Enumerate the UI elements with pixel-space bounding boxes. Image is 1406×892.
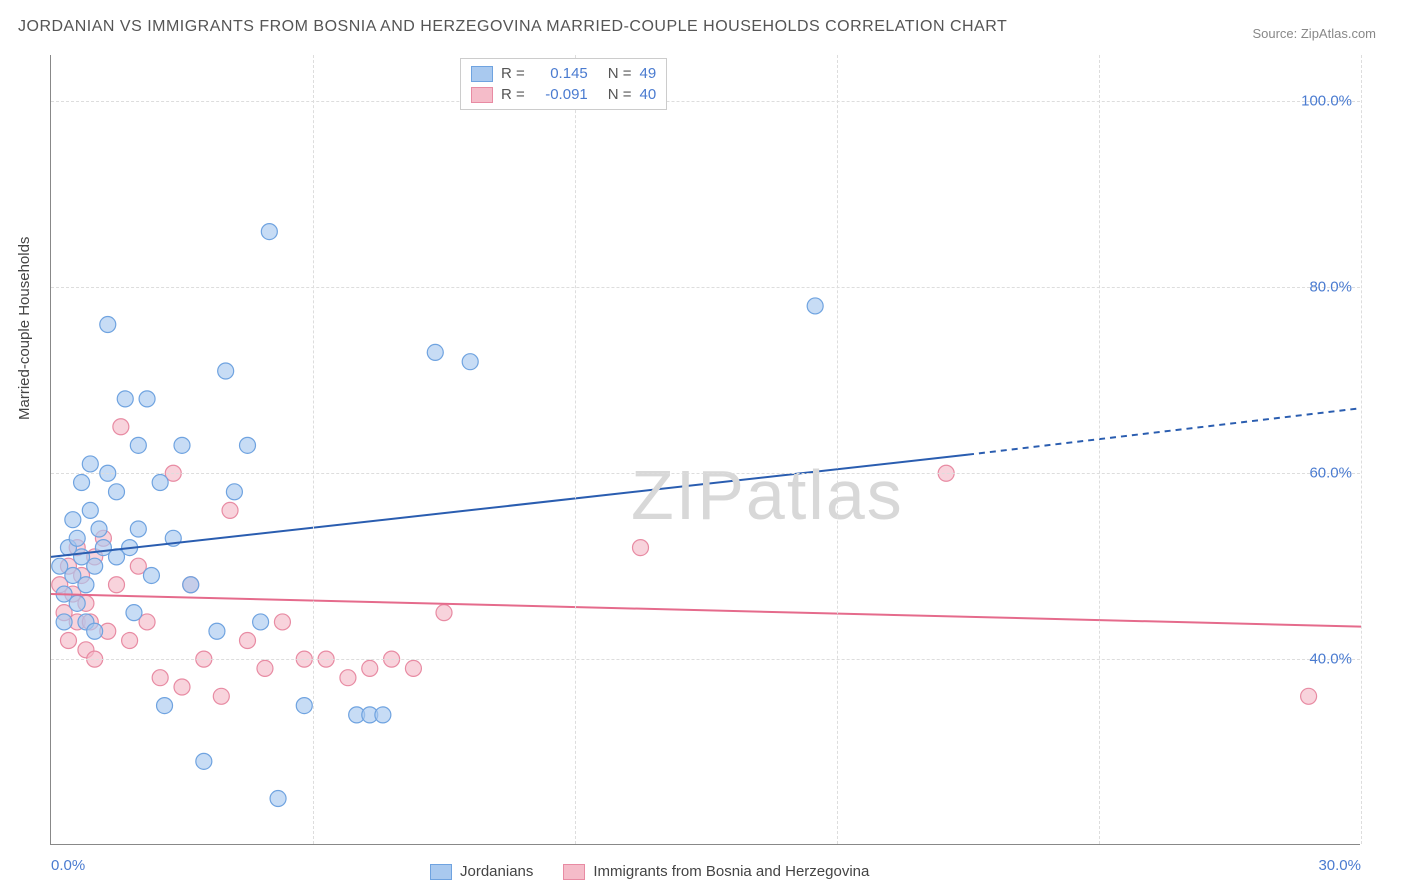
data-point bbox=[362, 660, 378, 676]
data-point bbox=[152, 475, 168, 491]
n-label: N = bbox=[608, 65, 632, 82]
y-axis-label: Married-couple Households bbox=[16, 237, 33, 420]
regression-line-extrapolated bbox=[968, 408, 1361, 454]
regression-line bbox=[51, 594, 1361, 627]
source-attribution: Source: ZipAtlas.com bbox=[1252, 26, 1376, 41]
plot-area: ZIPatlas 40.0%60.0%80.0%100.0%0.0%30.0% bbox=[50, 55, 1360, 845]
data-point bbox=[1301, 688, 1317, 704]
data-point bbox=[183, 577, 199, 593]
data-point bbox=[240, 633, 256, 649]
legend-swatch bbox=[471, 66, 493, 82]
data-point bbox=[196, 753, 212, 769]
data-point bbox=[60, 633, 76, 649]
data-point bbox=[113, 419, 129, 435]
data-point bbox=[74, 475, 90, 491]
data-point bbox=[117, 391, 133, 407]
data-point bbox=[69, 530, 85, 546]
legend-item: Immigrants from Bosnia and Herzegovina bbox=[563, 863, 869, 880]
series-legend: Jordanians Immigrants from Bosnia and Her… bbox=[430, 863, 869, 880]
data-point bbox=[296, 698, 312, 714]
data-point bbox=[209, 623, 225, 639]
y-tick-label: 40.0% bbox=[1309, 651, 1352, 668]
n-value: 49 bbox=[640, 65, 657, 82]
data-point bbox=[152, 670, 168, 686]
data-point bbox=[174, 679, 190, 695]
data-point bbox=[222, 502, 238, 518]
n-label: N = bbox=[608, 86, 632, 103]
data-point bbox=[218, 363, 234, 379]
r-value: 0.145 bbox=[533, 65, 588, 82]
data-point bbox=[130, 437, 146, 453]
scatter-svg bbox=[51, 55, 1360, 844]
r-value: -0.091 bbox=[533, 86, 588, 103]
data-point bbox=[261, 224, 277, 240]
data-point bbox=[462, 354, 478, 370]
data-point bbox=[213, 688, 229, 704]
data-point bbox=[130, 521, 146, 537]
data-point bbox=[257, 660, 273, 676]
data-point bbox=[340, 670, 356, 686]
legend-label: Jordanians bbox=[460, 863, 533, 880]
data-point bbox=[427, 344, 443, 360]
data-point bbox=[69, 595, 85, 611]
data-point bbox=[436, 605, 452, 621]
data-point bbox=[143, 567, 159, 583]
legend-swatch bbox=[430, 864, 452, 880]
data-point bbox=[405, 660, 421, 676]
x-tick-label: 0.0% bbox=[51, 857, 85, 874]
data-point bbox=[126, 605, 142, 621]
gridline-vertical bbox=[313, 55, 314, 844]
data-point bbox=[375, 707, 391, 723]
gridline-vertical bbox=[1361, 55, 1362, 844]
legend-swatch bbox=[471, 87, 493, 103]
gridline-horizontal bbox=[51, 287, 1360, 288]
data-point bbox=[91, 521, 107, 537]
data-point bbox=[274, 614, 290, 630]
data-point bbox=[87, 623, 103, 639]
data-point bbox=[139, 391, 155, 407]
correlation-legend: R = 0.145 N = 49 R = -0.091 N = 40 bbox=[460, 58, 667, 110]
regression-line bbox=[51, 455, 968, 557]
data-point bbox=[65, 512, 81, 528]
y-tick-label: 100.0% bbox=[1301, 93, 1352, 110]
y-tick-label: 80.0% bbox=[1309, 279, 1352, 296]
legend-item: Jordanians bbox=[430, 863, 533, 880]
legend-top-row: R = 0.145 N = 49 bbox=[471, 63, 656, 84]
data-point bbox=[109, 577, 125, 593]
gridline-horizontal bbox=[51, 659, 1360, 660]
n-value: 40 bbox=[640, 86, 657, 103]
data-point bbox=[633, 540, 649, 556]
data-point bbox=[78, 577, 94, 593]
legend-top-row: R = -0.091 N = 40 bbox=[471, 84, 656, 105]
gridline-horizontal bbox=[51, 101, 1360, 102]
data-point bbox=[226, 484, 242, 500]
gridline-horizontal bbox=[51, 473, 1360, 474]
data-point bbox=[87, 558, 103, 574]
data-point bbox=[109, 484, 125, 500]
y-tick-label: 60.0% bbox=[1309, 465, 1352, 482]
data-point bbox=[270, 791, 286, 807]
data-point bbox=[157, 698, 173, 714]
x-tick-label: 30.0% bbox=[1318, 857, 1361, 874]
data-point bbox=[807, 298, 823, 314]
r-label: R = bbox=[501, 65, 525, 82]
data-point bbox=[100, 317, 116, 333]
data-point bbox=[174, 437, 190, 453]
gridline-vertical bbox=[575, 55, 576, 844]
data-point bbox=[82, 456, 98, 472]
data-point bbox=[82, 502, 98, 518]
data-point bbox=[240, 437, 256, 453]
legend-swatch bbox=[563, 864, 585, 880]
r-label: R = bbox=[501, 86, 525, 103]
chart-title: JORDANIAN VS IMMIGRANTS FROM BOSNIA AND … bbox=[18, 18, 1007, 36]
legend-label: Immigrants from Bosnia and Herzegovina bbox=[593, 863, 869, 880]
data-point bbox=[122, 633, 138, 649]
data-point bbox=[253, 614, 269, 630]
data-point bbox=[56, 614, 72, 630]
gridline-vertical bbox=[1099, 55, 1100, 844]
gridline-vertical bbox=[837, 55, 838, 844]
